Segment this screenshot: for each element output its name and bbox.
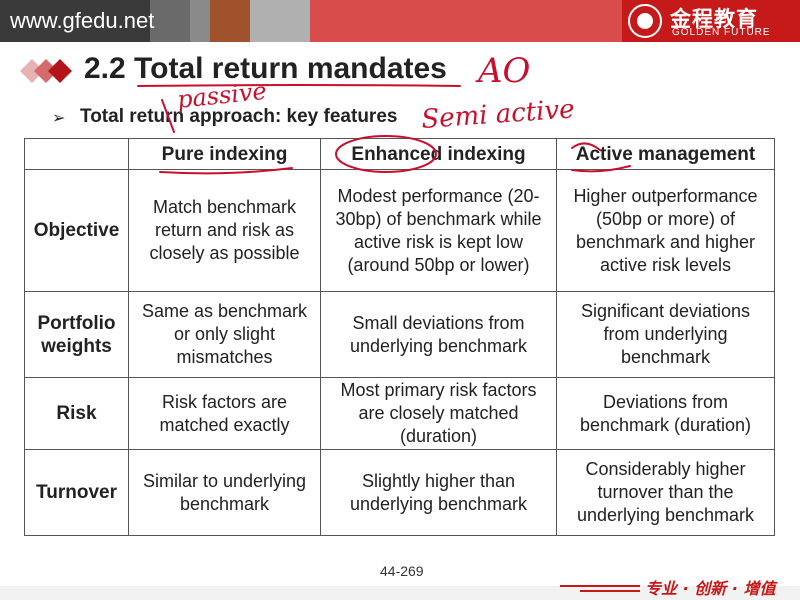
banner-stripe [190,0,210,42]
company-logo: 金程教育 GOLDEN FUTURE [622,0,800,42]
banner-stripe [250,0,310,42]
table-cell: Most primary risk factors are closely ma… [320,377,557,450]
table-cell: Risk factors are matched exactly [128,377,321,450]
footer-band [0,586,800,600]
table-cell: Considerably higher turnover than the un… [556,449,775,536]
table-row: Portfolio weights Same as benchmark or o… [24,291,775,378]
table-header-cell: Active management [556,138,775,170]
footer-slogan: 专业 · 创新 · 增值 [645,579,776,598]
row-label: Turnover [24,449,129,536]
logo-chinese-name: 金程教育 [670,7,758,31]
slide-title: 2.2 Total return mandates [84,52,447,85]
top-banner: www.gfedu.net 金程教育 GOLDEN FUTURE [0,0,800,42]
logo-seal-icon [628,4,662,38]
row-label: Portfolio weights [24,291,129,378]
banner-stripe [310,0,622,42]
footer-decoration [560,585,640,592]
site-url: www.gfedu.net [10,8,155,33]
table-header-cell: Enhanced indexing [320,138,557,170]
banner-stripe [210,0,250,42]
table-cell: Deviations from benchmark (duration) [556,377,775,450]
page-number: 44-269 [380,563,424,579]
features-table: Pure indexing Enhanced indexing Active m… [24,138,775,536]
banner-stripe [150,0,190,42]
annotation-ao: AO [475,51,531,91]
row-label: Objective [24,169,129,292]
table-cell: Small deviations from underlying benchma… [320,291,557,378]
row-label: Risk [24,377,129,450]
table-cell: Same as benchmark or only slight mismatc… [128,291,321,378]
table-row: Objective Match benchmark return and ris… [24,169,775,292]
logo-english-name: GOLDEN FUTURE [672,27,771,38]
table-cell: Significant deviations from underlying b… [556,291,775,378]
table-cell: Higher outperformance (50bp or more) of … [556,169,775,292]
table-row: Turnover Similar to underlying benchmark… [24,449,775,536]
table-header-cell: Pure indexing [128,138,321,170]
table-row: Risk Risk factors are matched exactly Mo… [24,377,775,450]
table-cell: Modest performance (20-30bp) of benchmar… [320,169,557,292]
table-cell: Similar to underlying benchmark [128,449,321,536]
arrow-bullet-icon: ➢ [52,110,66,127]
table-header-cell [24,138,129,170]
table-header-row: Pure indexing Enhanced indexing Active m… [24,138,775,170]
diamond-bullet-icon [20,59,72,83]
slide-subtitle: Total return approach: key features [80,106,398,127]
table-cell: Match benchmark return and risk as close… [128,169,321,292]
annotation-semi-active: Semi active [420,94,575,135]
table-cell: Slightly higher than underlying benchmar… [320,449,557,536]
